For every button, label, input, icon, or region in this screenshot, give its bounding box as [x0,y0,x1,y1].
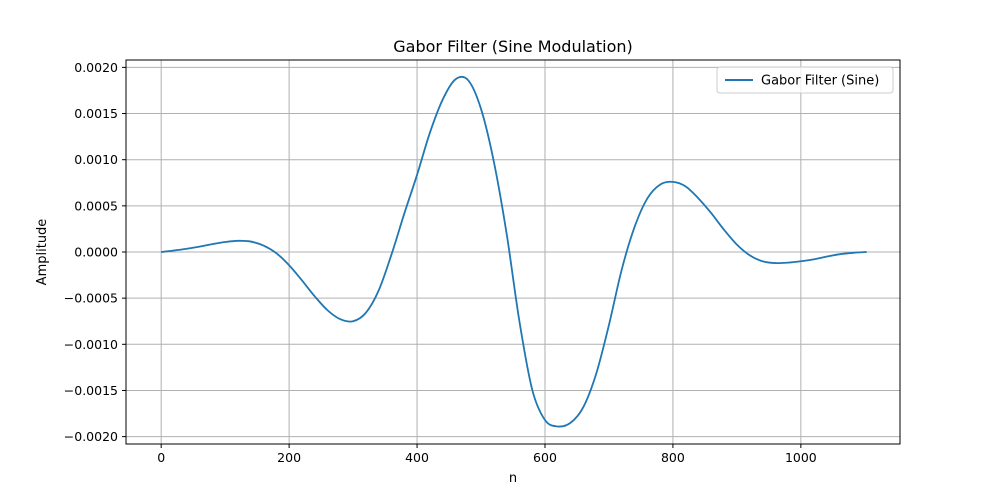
x-tick-label: 0 [157,450,165,465]
y-tick-label: 0.0015 [74,106,118,121]
y-tick-label: 0.0005 [74,198,118,213]
x-tick-label: 800 [661,450,685,465]
y-tick-label: 0.0010 [74,152,118,167]
plot-data [161,75,867,428]
x-tick-label: 200 [277,450,301,465]
x-tick-label: 400 [405,450,429,465]
y-tick-label: −0.0005 [64,291,118,306]
legend: Gabor Filter (Sine) [716,66,894,94]
series-line-0 [161,75,867,428]
y-axis-label: Amplitude [35,219,50,286]
y-tick-label: −0.0015 [64,383,118,398]
legend-label: Gabor Filter (Sine) [761,74,879,89]
x-axis-label: n [509,471,517,486]
ticks: 0 200 400 600 800 1000 −0.0020 −0.0015 −0.0010 −0… [64,60,817,465]
x-tick-label: 600 [533,450,557,465]
y-tick-label: −0.0020 [64,429,118,444]
x-tick-label: 1000 [785,450,817,465]
y-tick-label: 0.0020 [74,60,118,75]
y-tick-label: −0.0010 [64,337,118,352]
chart-title: Gabor Filter (Sine Modulation) [393,37,632,56]
y-tick-label: 0.0000 [74,245,118,260]
legend-box [716,66,894,94]
grid [126,60,900,444]
